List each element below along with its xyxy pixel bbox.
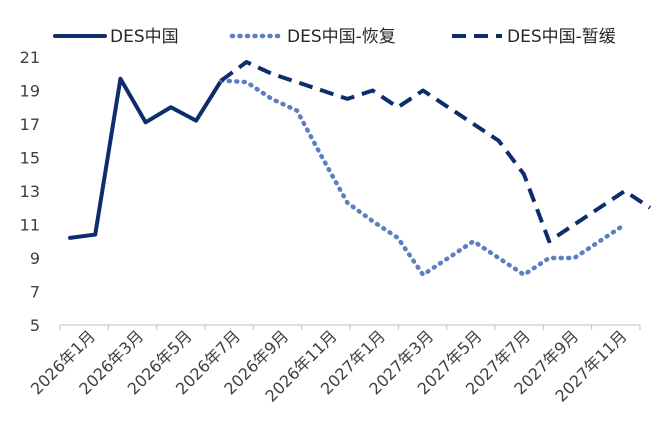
legend-label: DES中国-暂缓 xyxy=(507,27,616,47)
series-line-solid xyxy=(68,76,224,240)
y-axis: 5 7 9 11 13 15 17 19 21 xyxy=(20,48,40,335)
y-tick-label: 7 xyxy=(30,283,40,302)
x-axis: 2026年1月2026年3月2026年5月2026年7月2026年9月2026年… xyxy=(27,324,641,406)
series-layer xyxy=(68,60,652,277)
legend-label: DES中国-恢复 xyxy=(287,27,396,47)
y-tick-label: 19 xyxy=(20,82,40,101)
legend: DES中国 DES中国-恢复 DES中国-暂缓 xyxy=(53,27,616,47)
y-tick-label: 17 xyxy=(20,115,40,134)
y-tick-label: 9 xyxy=(30,249,40,268)
y-tick-label: 13 xyxy=(20,182,40,201)
y-tick-label: 5 xyxy=(30,316,40,335)
series-line-dashed xyxy=(220,60,652,244)
y-tick-label: 15 xyxy=(20,149,40,168)
legend-label: DES中国 xyxy=(110,27,179,47)
series-line-dotted xyxy=(219,78,628,277)
y-tick-label: 21 xyxy=(20,48,40,67)
y-tick-label: 11 xyxy=(20,216,40,235)
